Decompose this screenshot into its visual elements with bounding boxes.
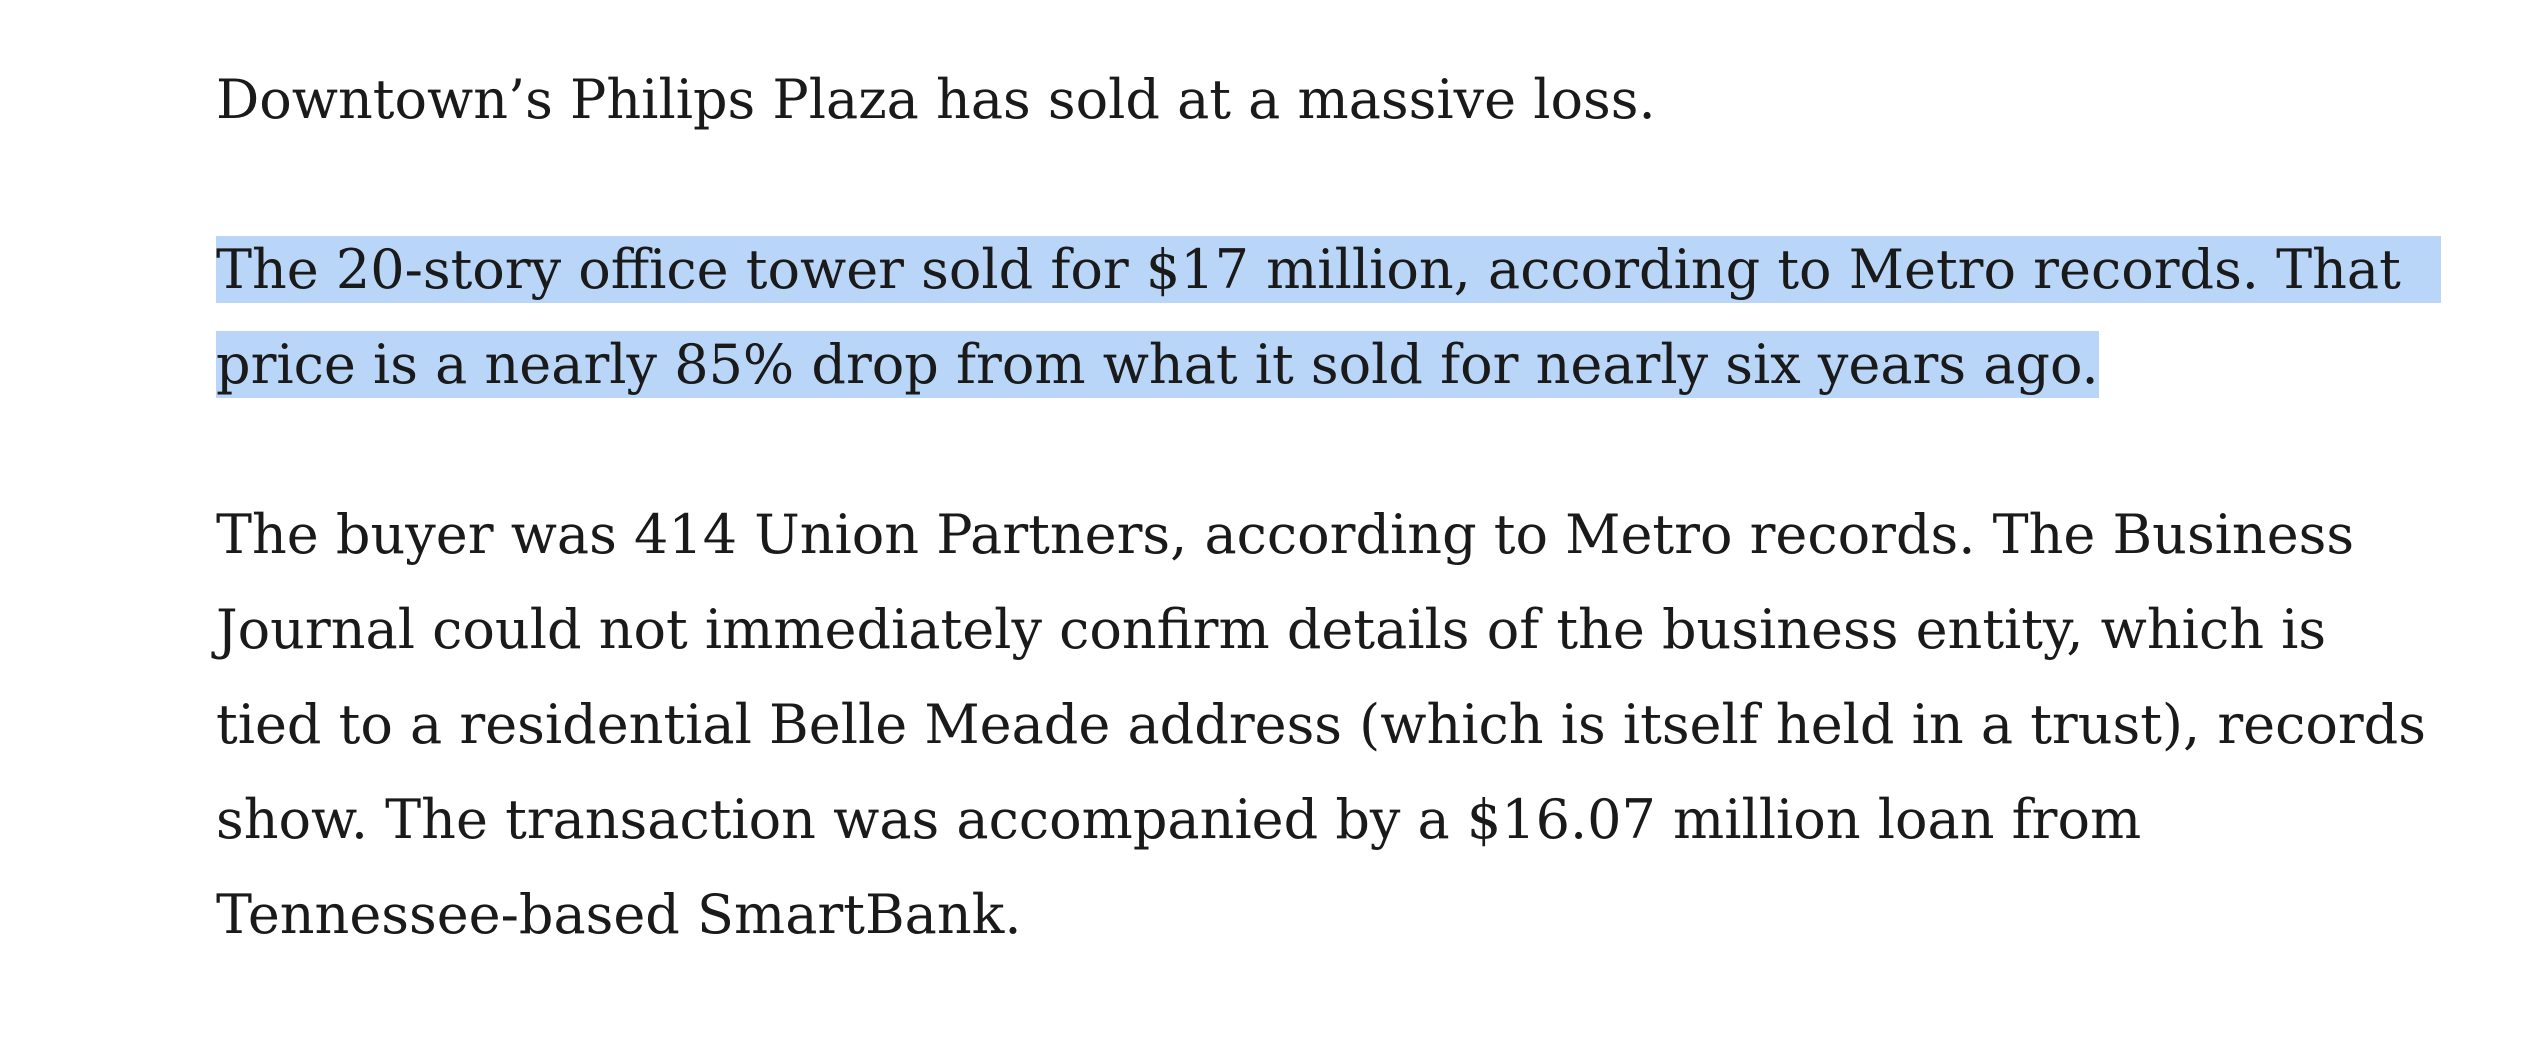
paragraph-line[interactable]: show. The transaction was accompanied by… [216, 788, 2142, 851]
paragraph-buyer[interactable]: The buyer was 414 Union Partners, accord… [216, 487, 2426, 962]
paragraph-line[interactable]: The buyer was 414 Union Partners, accord… [216, 503, 2355, 566]
paragraph-line[interactable]: Tennessee-based SmartBank. [216, 883, 1022, 946]
paragraph-line[interactable]: Downtown’s Philips Plaza has sold at a m… [216, 68, 1656, 131]
paragraph-selected[interactable]: The 20-story office tower sold for $17 m… [216, 222, 2441, 412]
paragraph-line-selected[interactable]: The 20-story office tower sold for $17 m… [216, 222, 2441, 317]
article-body: Downtown’s Philips Plaza has sold at a m… [216, 52, 2441, 1037]
paragraph-lede[interactable]: Downtown’s Philips Plaza has sold at a m… [216, 52, 2416, 147]
selection-highlight[interactable]: The 20-story office tower sold for $17 m… [216, 236, 2441, 303]
paragraph-line[interactable]: Journal could not immediately confirm de… [216, 598, 2327, 661]
paragraph-line-selected[interactable]: price is a nearly 85% drop from what it … [216, 317, 2416, 412]
selection-highlight[interactable]: price is a nearly 85% drop from what it … [216, 331, 2099, 398]
paragraph-line[interactable]: tied to a residential Belle Meade addres… [216, 693, 2426, 756]
